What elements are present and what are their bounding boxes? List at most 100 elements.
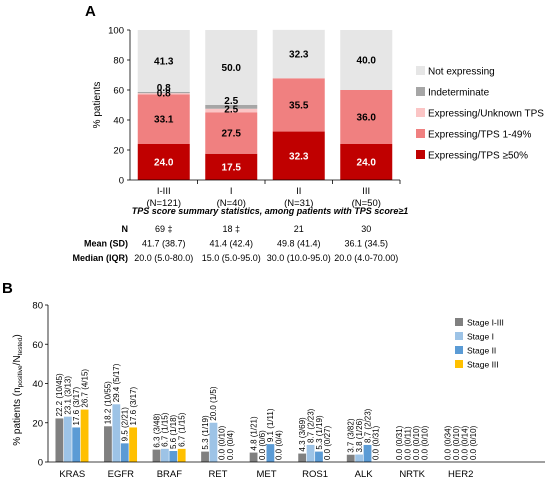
stats-cell: 41.4 (42.4) <box>209 239 253 249</box>
y-tick-label: 80 <box>32 301 43 312</box>
legend-swatch <box>455 318 463 326</box>
bar-segment <box>205 108 258 113</box>
bar-segment <box>272 29 325 79</box>
bar-value-label: 0.0 (0/10) <box>412 425 421 460</box>
bar-value-label: 6.7 (1/15) <box>177 412 186 447</box>
bar-value-label: 22.2 (10/45) <box>55 373 64 416</box>
y-tick-label: 0 <box>38 458 43 469</box>
x-category-label: HER2 <box>448 469 473 480</box>
x-category-label: (N=121) <box>146 198 181 209</box>
bar-value-label: 3.8 (1/26) <box>355 418 364 453</box>
bar-value-label: 4.8 (1/21) <box>249 416 258 451</box>
bar-value-label: 26.7 (4/15) <box>80 369 89 408</box>
bar-value-label: 5.3 (1/19) <box>315 415 324 450</box>
panel-b-ylabel: % patients (npositive/Ntested) <box>12 334 24 445</box>
bar-value-label: 0.0 (0/4) <box>226 430 235 460</box>
stats-cell: 69 ‡ <box>155 224 173 234</box>
x-category-label: MET <box>256 469 276 480</box>
stats-cell: 20.0 (5.0-80.0) <box>134 253 193 263</box>
bar-value-label: 0.0 (0/31) <box>372 425 381 460</box>
panel-b-bar-labels: 22.2 (10/45) 23.1 (3/13) 17.6 (3/17) 26.7 (… <box>55 363 478 460</box>
y-tick-label: 20 <box>32 418 43 429</box>
x-category-label: RET <box>208 469 227 480</box>
bar <box>129 427 138 462</box>
panel-b-legend: Stage I-III Stage I Stage II Stage III <box>455 318 504 370</box>
bar-value-label: 0.0 (0/10) <box>218 425 227 460</box>
bar-segment <box>340 30 393 90</box>
stats-cell: 49.8 (41.4) <box>277 239 321 249</box>
segment-label: 40.0 <box>357 56 377 67</box>
bar-value-label: 20.0 (1/5) <box>209 386 218 421</box>
bar-value-label: 17.6 (3/17) <box>129 386 138 425</box>
bar-segment <box>205 105 258 109</box>
legend-swatch <box>416 150 425 159</box>
bar-value-label: 9.5 (2/21) <box>121 407 130 442</box>
panel-b-x-labels: KRAS EGFR BRAF RET MET ROS1 ALK NRTK HER2 <box>59 469 473 480</box>
bar <box>63 416 72 462</box>
bar <box>120 443 129 462</box>
bar <box>80 409 89 462</box>
legend-swatch <box>416 129 425 138</box>
stats-table: N 69 ‡ 18 ‡ 21 30 Mean (SD) 41.7 (38.7) 41.4 (4… <box>73 224 399 263</box>
bar-value-label: 5.3 (1/19) <box>201 415 210 450</box>
bar <box>152 449 161 462</box>
x-category-label: ALK <box>355 469 374 480</box>
segment-label: 35.5 <box>289 100 309 111</box>
panel-b-y-ticks: 0 20 40 60 80 <box>32 301 48 469</box>
bar-value-label: 0.0 (0/11) <box>403 426 412 460</box>
bar <box>355 454 364 462</box>
bar <box>201 451 209 462</box>
segment-label: 32.3 <box>289 151 309 162</box>
legend-label: Stage II <box>467 346 496 356</box>
panel-b-label: B <box>2 280 13 297</box>
bar-value-label: 8.7 (2/23) <box>363 408 372 443</box>
y-tick-label: 100 <box>108 26 124 37</box>
legend-label: Stage I <box>467 332 494 342</box>
panel-a-x-labels: I-III(N=121) I(N=40) II(N=31) III(N=50) <box>146 180 401 209</box>
stats-cell: 20.0 (4.0-70.00) <box>334 253 398 263</box>
stats-cell: 18 ‡ <box>222 224 240 234</box>
legend-label: Expressing/Unknown TPS <box>428 109 544 120</box>
bar-value-label: 6.7 (1/15) <box>161 412 170 447</box>
bar-value-label: 0.0 (0/14) <box>460 425 469 460</box>
x-category-label: BRAF <box>157 469 183 480</box>
legend-label: Expressing/TPS ≥50% <box>428 151 528 162</box>
y-tick-label: 60 <box>113 86 124 97</box>
segment-label: 0.8 <box>157 89 171 100</box>
panel-b-bars <box>55 404 372 462</box>
bar-value-label: 0.0 (0/10) <box>452 425 461 460</box>
stats-cell: 41.7 (38.7) <box>142 239 186 249</box>
stats-row-label: Median (IQR) <box>73 253 129 263</box>
bar-segment <box>137 91 190 94</box>
x-category-label: I <box>230 186 233 197</box>
x-category-label: NRTK <box>399 469 425 480</box>
x-category-label: ROS1 <box>302 469 328 480</box>
bar-segment <box>340 144 393 180</box>
stats-title: TPS score summary statistics, among pati… <box>132 206 409 216</box>
stats-cell: 21 <box>294 224 304 234</box>
bar-segment <box>272 78 325 132</box>
bar-value-label: 3.7 (3/82) <box>347 418 356 453</box>
y-tick-label: 20 <box>113 146 124 157</box>
bar <box>315 451 323 462</box>
bar <box>55 418 64 462</box>
bar-segment <box>205 112 258 154</box>
panel-a-legend: Not expressing Indeterminate Expressing/Un… <box>416 66 544 162</box>
bar <box>72 427 81 462</box>
legend-swatch <box>455 332 463 340</box>
bar-value-label: 18.2 (10/55) <box>104 381 113 424</box>
y-tick-label: 0 <box>119 176 124 187</box>
segment-label: 32.3 <box>289 50 309 61</box>
bar-segment <box>272 131 325 180</box>
bar-value-label: 6.3 (3/48) <box>152 413 161 448</box>
segment-label: 0.8 <box>157 83 171 94</box>
bar <box>346 454 355 462</box>
y-tick-label: 60 <box>32 340 43 351</box>
bar <box>363 444 372 462</box>
legend-label: Stage I-III <box>467 318 504 328</box>
segment-label: 2.5 <box>224 104 238 115</box>
bar-value-label: 0.0 (0/10) <box>420 425 429 460</box>
bar <box>112 404 121 462</box>
bar-value-label: 5.6 (1/18) <box>169 414 178 449</box>
